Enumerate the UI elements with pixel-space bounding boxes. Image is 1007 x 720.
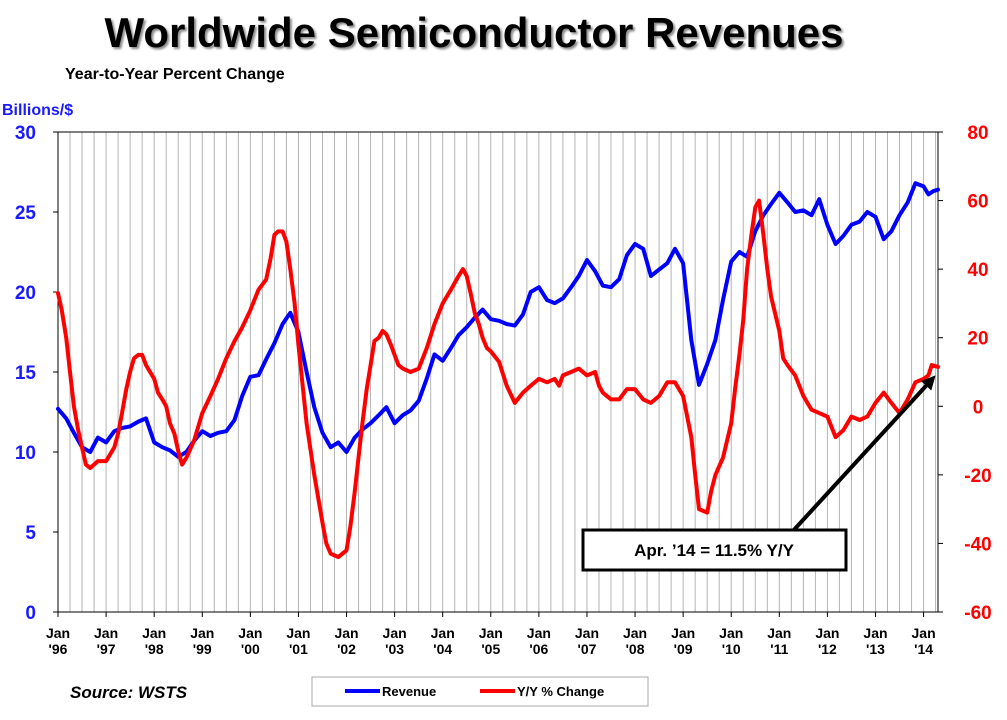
series-line-revenue (56, 181, 940, 459)
x-tick-label-year: '03 (385, 641, 404, 657)
right-tick-label: 20 (967, 329, 988, 350)
x-tick-label-month: Jan (238, 625, 262, 641)
left-tick-label: 25 (15, 203, 37, 224)
left-axis: 0 5 10 15 20 25 30 (15, 123, 58, 624)
x-tick-label-month: Jan (94, 625, 118, 641)
annotation-box (581, 528, 848, 572)
right-tick-label: 80 (967, 123, 988, 144)
legend: Revenue Y/Y % Change (311, 676, 649, 707)
x-tick-label-month: Jan (286, 625, 310, 641)
x-tick-label-month: Jan (719, 625, 743, 641)
left-tick-label: 5 (25, 523, 36, 544)
x-tick-label-year: '08 (626, 641, 645, 657)
x-tick-label-month: Jan (912, 625, 936, 641)
x-tick-label-year: '09 (674, 641, 693, 657)
x-tick-label-year: '00 (241, 641, 260, 657)
x-tick-label-year: '02 (337, 641, 356, 657)
x-tick-label-month: Jan (863, 625, 887, 641)
x-tick-label-month: Jan (142, 625, 166, 641)
x-tick-label-year: '06 (529, 641, 548, 657)
left-tick-label: 0 (25, 603, 36, 624)
x-tick-label-year: '99 (193, 641, 212, 657)
x-axis: Jan'96Jan'97Jan'98Jan'99Jan'00Jan'01Jan'… (46, 612, 936, 657)
x-tick-label-year: '97 (97, 641, 116, 657)
right-tick-label: -60 (964, 603, 991, 624)
left-tick-label: 20 (15, 283, 36, 304)
chart-subtitle: Year-to-Year Percent Change (65, 66, 285, 83)
right-tick-label: 60 (967, 192, 988, 213)
x-tick-label-month: Jan (575, 625, 599, 641)
legend-label-revenue: Revenue (382, 684, 436, 699)
x-tick-label-year: '05 (481, 641, 500, 657)
legend-label-yoy: Y/Y % Change (517, 684, 604, 699)
x-tick-label-month: Jan (431, 625, 455, 641)
left-tick-label: 15 (15, 363, 37, 384)
x-tick-label-year: '96 (49, 641, 68, 657)
x-tick-label-month: Jan (334, 625, 358, 641)
x-tick-label-year: '13 (866, 641, 885, 657)
series-layer (56, 181, 940, 560)
x-tick-label-month: Jan (46, 625, 70, 641)
right-tick-label: 40 (967, 260, 988, 281)
x-tick-label-year: '10 (722, 641, 741, 657)
x-tick-label-year: '04 (433, 641, 452, 657)
left-axis-label: Billions/$ (2, 102, 73, 119)
left-tick-label: 10 (15, 443, 36, 464)
x-tick-label-month: Jan (815, 625, 839, 641)
x-tick-label-month: Jan (527, 625, 551, 641)
x-tick-label-year: '01 (289, 641, 308, 657)
annotation: Apr. ’14 = 11.5% Y/Y (581, 375, 936, 572)
x-tick-label-month: Jan (623, 625, 647, 641)
annotation-text: Apr. ’14 = 11.5% Y/Y (634, 541, 795, 560)
x-tick-label-year: '14 (914, 641, 933, 657)
source-note: Source: WSTS (70, 683, 188, 702)
x-tick-label-year: '07 (578, 641, 597, 657)
right-tick-label: -20 (964, 466, 991, 487)
series-line-yoy (56, 198, 940, 560)
annotation-arrow (790, 384, 928, 534)
right-tick-label: 0 (973, 397, 984, 418)
right-axis: -60 -40 -20 0 20 40 60 80 (938, 123, 992, 624)
x-tick-label-year: '98 (145, 641, 164, 657)
left-tick-label: 30 (15, 123, 36, 144)
x-tick-label-month: Jan (767, 625, 791, 641)
right-tick-label: -40 (964, 534, 991, 555)
x-tick-label-month: Jan (383, 625, 407, 641)
x-tick-label-year: '12 (818, 641, 837, 657)
x-tick-label-month: Jan (671, 625, 695, 641)
x-tick-label-month: Jan (479, 625, 503, 641)
x-tick-label-year: '11 (770, 641, 788, 657)
annotation-arrowhead (920, 375, 936, 391)
chart-title: Worldwide Semiconductor Revenues (104, 9, 843, 56)
x-tick-label-month: Jan (190, 625, 214, 641)
